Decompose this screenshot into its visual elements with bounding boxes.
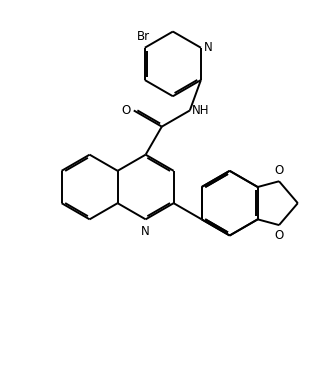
Text: O: O <box>275 164 284 177</box>
Text: N: N <box>141 226 150 239</box>
Text: O: O <box>275 229 284 242</box>
Text: N: N <box>204 41 212 54</box>
Text: O: O <box>122 104 131 117</box>
Text: Br: Br <box>137 30 150 43</box>
Text: NH: NH <box>192 104 209 117</box>
